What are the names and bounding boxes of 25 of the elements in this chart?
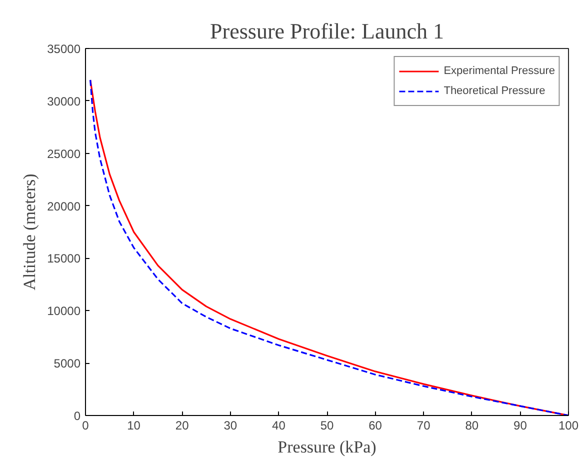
y-tick-label: 20000 [47, 199, 81, 214]
x-tick-label: 50 [320, 418, 334, 432]
y-tick-label: 5000 [54, 356, 81, 371]
legend-label: Theoretical Pressure [444, 85, 546, 97]
x-tick-label: 0 [82, 418, 90, 432]
y-tick-label: 30000 [47, 94, 81, 108]
x-tick-label: 10 [127, 418, 141, 432]
x-tick-label: 90 [514, 418, 528, 432]
x-tick-label: 70 [416, 418, 431, 432]
y-tick-label: 10000 [47, 304, 81, 318]
y-tick-label: 25000 [47, 146, 81, 161]
y-axis-title: Altitude (meters) [20, 174, 40, 290]
x-tick-label: 80 [465, 418, 479, 432]
x-tick-label: 20 [175, 418, 190, 432]
y-tick-label: 0 [74, 409, 81, 423]
line-series [90, 79, 568, 416]
chart-title: Pressure Profile: Launch 1 [210, 18, 444, 44]
y-tick-label: 35000 [47, 42, 81, 56]
x-tick-label: 60 [368, 418, 382, 432]
x-tick-label: 30 [224, 418, 238, 432]
x-axis-title: Pressure (kPa) [278, 438, 376, 456]
x-tick-label: 100 [558, 418, 579, 432]
x-tick-label: 40 [272, 418, 286, 432]
legend-label: Experimental Pressure [444, 65, 555, 77]
y-tick-label: 15000 [47, 252, 81, 266]
